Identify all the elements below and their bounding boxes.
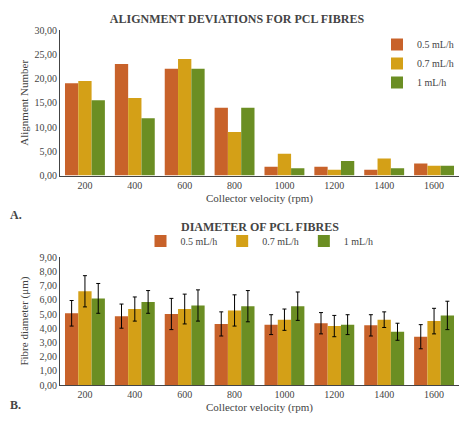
svg-text:DIAMETER OF PCL FIBRES: DIAMETER OF PCL FIBRES (181, 220, 339, 234)
svg-text:1200: 1200 (324, 389, 344, 400)
svg-text:10,00: 10,00 (35, 122, 58, 133)
svg-text:4,00: 4,00 (40, 323, 58, 334)
svg-text:A.: A. (10, 208, 22, 222)
svg-text:0,00: 0,00 (40, 380, 58, 391)
svg-text:1200: 1200 (324, 180, 344, 191)
svg-text:800: 800 (227, 180, 242, 191)
svg-text:5,00: 5,00 (40, 146, 58, 157)
svg-text:7,00: 7,00 (40, 280, 58, 291)
svg-text:20,00: 20,00 (35, 73, 58, 84)
svg-text:B.: B. (10, 398, 21, 412)
svg-text:9,00: 9,00 (40, 252, 58, 263)
svg-text:200: 200 (77, 180, 92, 191)
svg-text:1 mL/h: 1 mL/h (417, 77, 446, 88)
svg-text:1600: 1600 (424, 389, 444, 400)
svg-text:30,00: 30,00 (35, 25, 58, 36)
svg-text:400: 400 (127, 180, 142, 191)
svg-text:600: 600 (177, 180, 192, 191)
svg-text:200: 200 (77, 389, 92, 400)
svg-text:1400: 1400 (374, 180, 394, 191)
svg-text:15,00: 15,00 (35, 97, 58, 108)
svg-text:1 mL/h: 1 mL/h (344, 236, 373, 247)
svg-text:Collector velocity (rpm): Collector velocity (rpm) (206, 192, 313, 205)
svg-text:0.5 mL/h: 0.5 mL/h (417, 39, 454, 50)
svg-text:Alignment Number: Alignment Number (18, 60, 30, 146)
svg-text:0.7 mL/h: 0.7 mL/h (262, 236, 299, 247)
svg-text:1000: 1000 (274, 180, 294, 191)
svg-text:0,00: 0,00 (40, 170, 58, 181)
svg-text:1400: 1400 (374, 389, 394, 400)
svg-text:0.5 mL/h: 0.5 mL/h (181, 236, 218, 247)
svg-text:6,00: 6,00 (40, 294, 58, 305)
svg-text:8,00: 8,00 (40, 266, 58, 277)
svg-text:1600: 1600 (424, 180, 444, 191)
svg-text:400: 400 (127, 389, 142, 400)
svg-text:ALIGNMENT DEVIATIONS FOR PCL F: ALIGNMENT DEVIATIONS FOR PCL FIBRES (110, 12, 365, 26)
svg-text:1,00: 1,00 (40, 365, 58, 376)
svg-text:600: 600 (177, 389, 192, 400)
svg-text:800: 800 (227, 389, 242, 400)
svg-text:5,00: 5,00 (40, 309, 58, 320)
svg-text:Collector velocity (rpm): Collector velocity (rpm) (206, 401, 313, 414)
svg-text:Fibre diameter (μm): Fibre diameter (μm) (18, 276, 31, 365)
svg-text:25,00: 25,00 (35, 49, 58, 60)
svg-text:2,00: 2,00 (40, 351, 58, 362)
svg-text:1000: 1000 (274, 389, 294, 400)
svg-text:0.7 mL/h: 0.7 mL/h (417, 58, 454, 69)
svg-text:3,00: 3,00 (40, 337, 58, 348)
